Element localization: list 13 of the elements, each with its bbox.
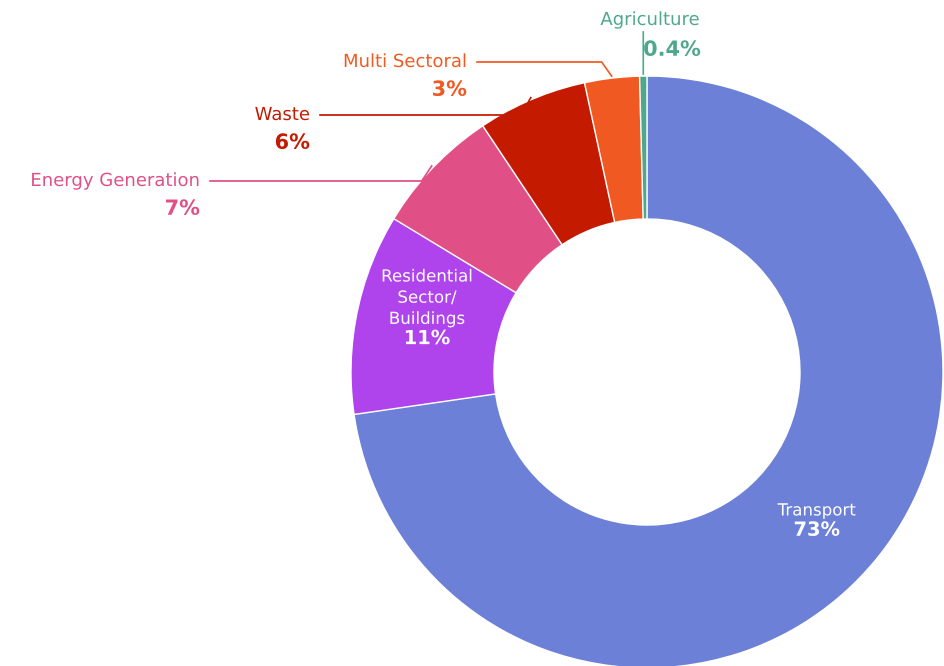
data-label: 7%: [166, 199, 200, 216]
slice-label: Waste: [255, 106, 310, 120]
slice-label: Multi Sectoral: [344, 53, 466, 68]
slice-label: Agriculture: [600, 11, 699, 29]
donut-slice: [353, 75, 944, 666]
data-label: 3%: [433, 80, 466, 96]
data-label: 6%: [276, 133, 310, 150]
data-label: 0.4%: [644, 40, 700, 56]
data-label: 11%: [406, 330, 450, 344]
data-label: 73%: [794, 521, 840, 536]
slice-label: Transport: [778, 503, 856, 519]
slice-label: Residential Sector/ Buildings: [382, 268, 472, 328]
slice-label: Energy Generation: [32, 172, 198, 190]
